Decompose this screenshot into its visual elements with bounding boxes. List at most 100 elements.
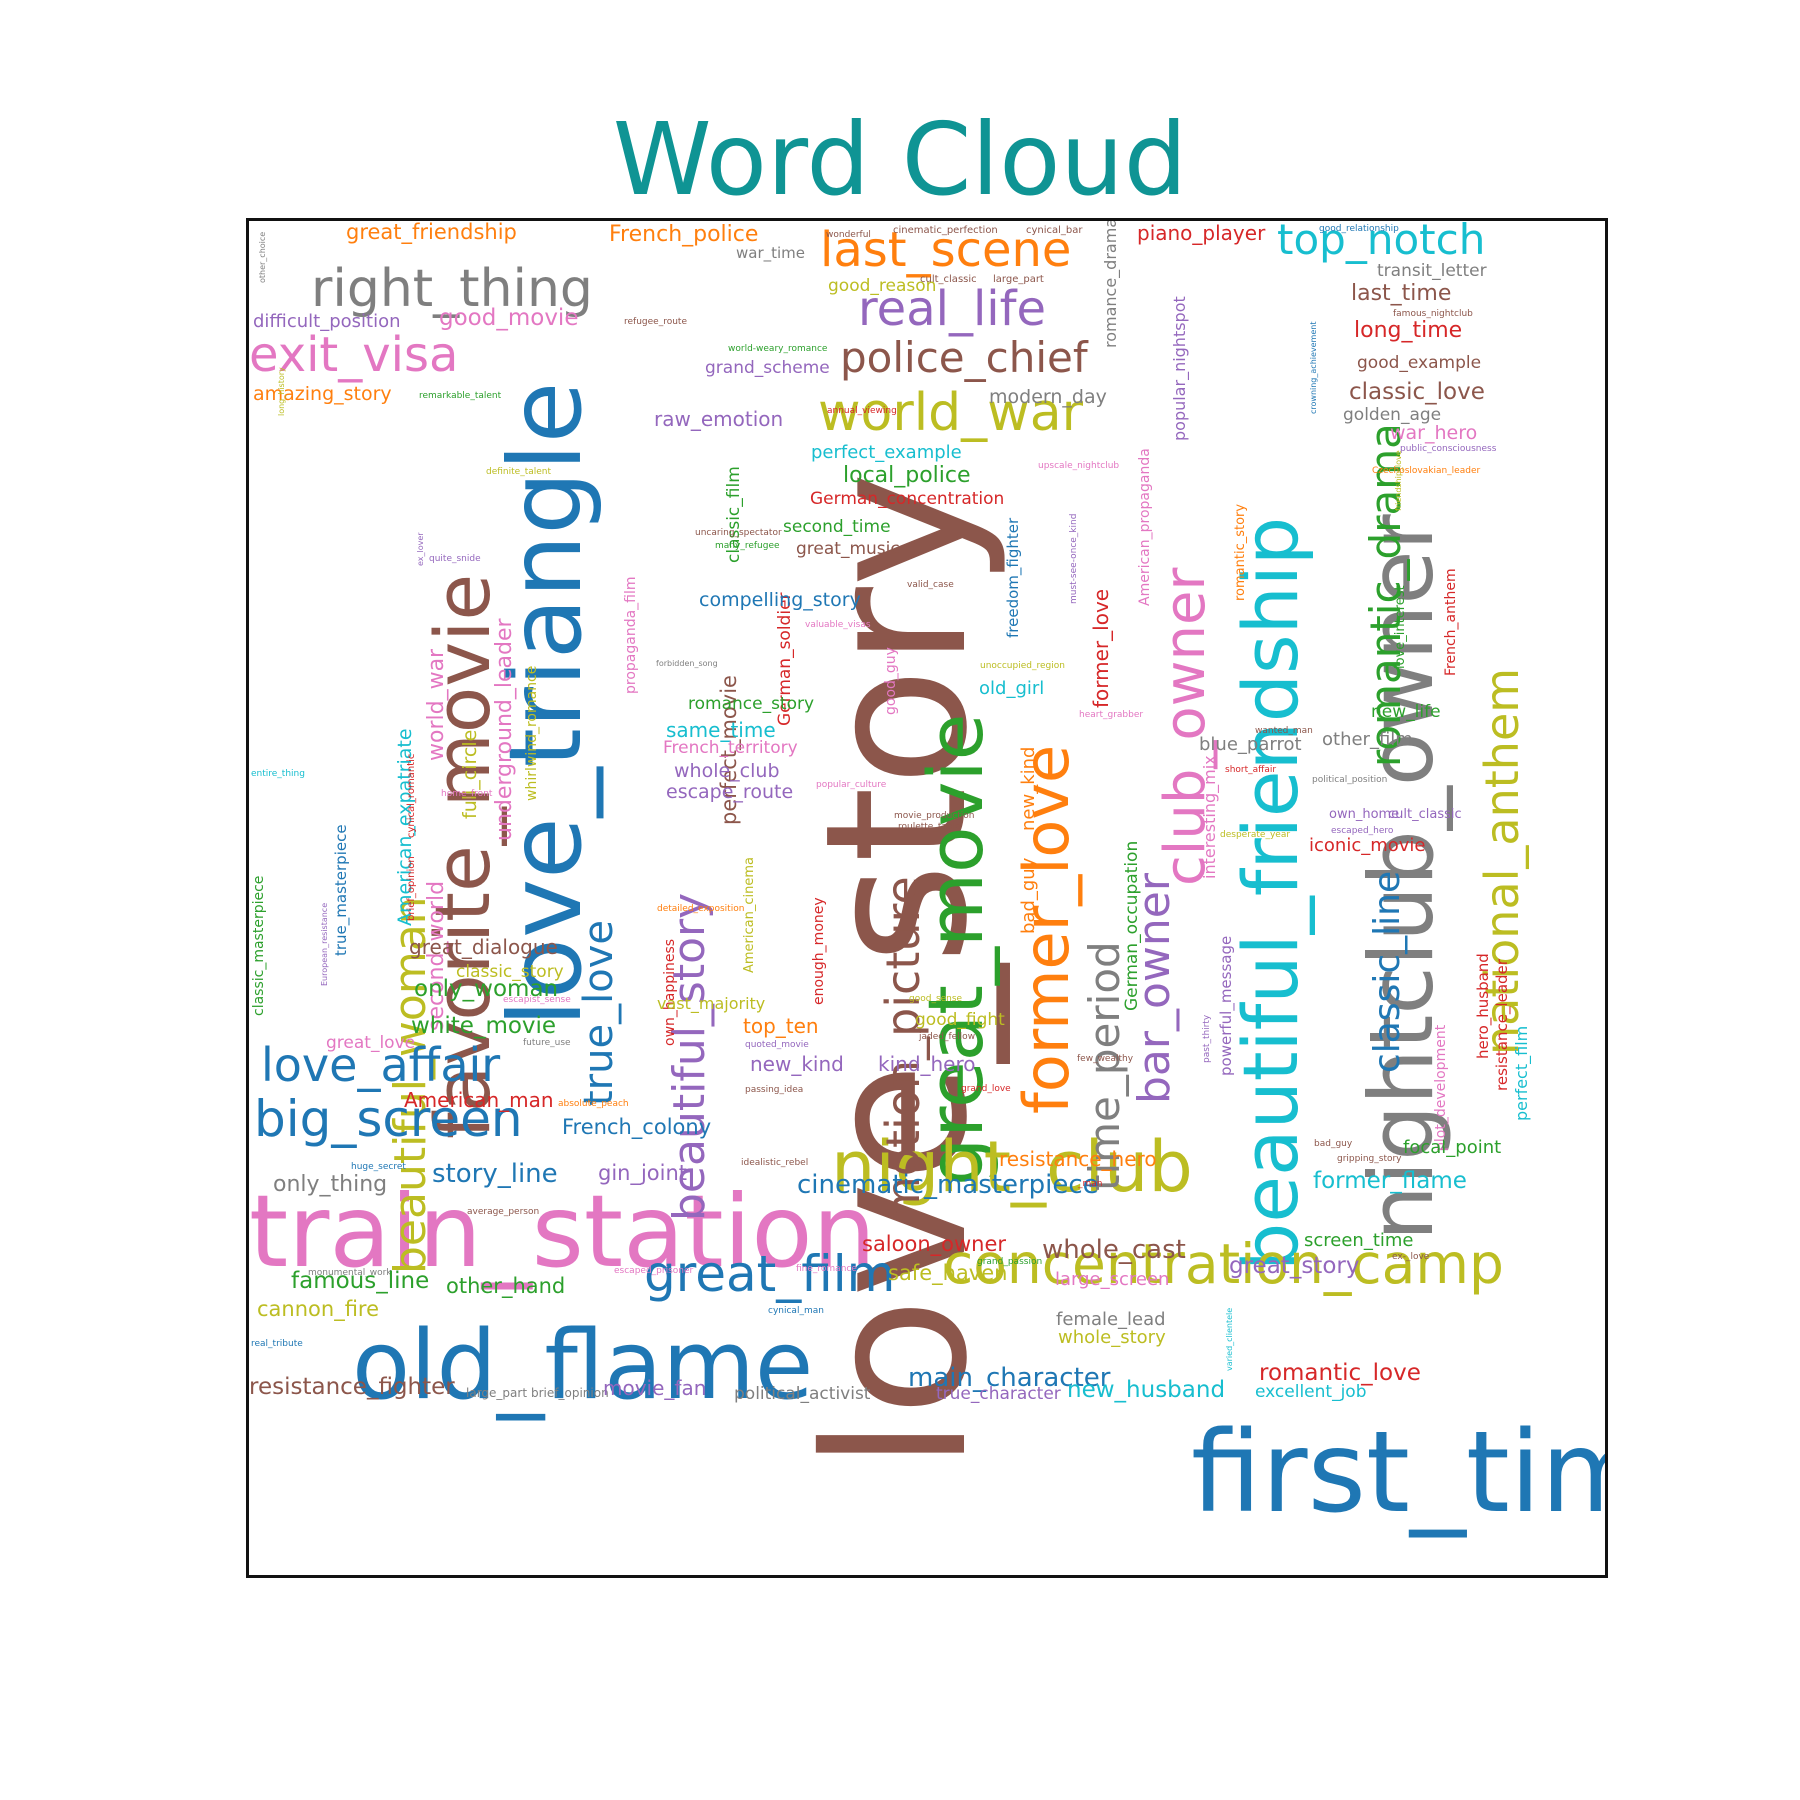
word-156: cynical_romantic: [406, 754, 417, 838]
word-118: friendship_love: [1394, 450, 1403, 511]
word-25: exit_visa: [249, 327, 458, 383]
word-44: great_friendship: [346, 221, 517, 245]
word-139: white_movie: [411, 1013, 556, 1039]
word-67: crowning_achievement: [1309, 322, 1318, 414]
word-150: good_fight: [915, 1010, 1005, 1030]
word-27: time_period: [1080, 941, 1129, 1191]
word-41: perfect_movie: [717, 675, 742, 825]
word-73: modern_day: [989, 386, 1107, 408]
word-75: remarkable_talent: [419, 391, 502, 401]
word-196: brief_opinion: [531, 1386, 609, 1400]
word-199: true_character: [936, 1384, 1061, 1404]
word-56: good_example: [1357, 353, 1481, 373]
word-26: bar_owner: [1129, 872, 1180, 1104]
word-69: good_movie: [439, 305, 578, 331]
word-82: American_propaganda: [1137, 448, 1153, 606]
word-141: vast_majority: [657, 994, 765, 1014]
word-55: long_time: [1354, 318, 1462, 343]
word-198: political_activist: [734, 1384, 871, 1404]
word-90: former_love: [1089, 589, 1113, 708]
word-169: gin_joint: [598, 1161, 687, 1186]
word-145: top_ten: [743, 1014, 819, 1038]
word-68: difficult_position: [253, 311, 401, 332]
word-168: story_line: [432, 1159, 558, 1189]
word-179: ex-_love: [1392, 1252, 1430, 1262]
word-147: new_kind: [750, 1052, 844, 1076]
word-123: iconic_movie: [1309, 835, 1426, 856]
word-172: only_thing: [273, 1172, 387, 1197]
word-20: real_life: [858, 281, 1046, 337]
word-48: cinematic_perfection: [893, 225, 998, 236]
word-22: great_film: [644, 1245, 895, 1303]
word-51: good_relationship: [1319, 224, 1399, 234]
word-111: other_film: [1322, 729, 1413, 750]
word-124: desperate_year: [1220, 830, 1290, 840]
word-54: famous_nightclub: [1393, 309, 1473, 319]
word-115: political_position: [1312, 775, 1387, 785]
word-173: _man: [1077, 1179, 1103, 1189]
word-12: night_club: [831, 1126, 1193, 1208]
word-95: propaganda_film: [623, 576, 639, 694]
word-192: varied_clientele: [1225, 1308, 1234, 1371]
word-161: escapist_sense: [503, 995, 571, 1005]
word-3: train_station: [249, 1173, 876, 1290]
word-60: public_consciousness: [1400, 444, 1497, 454]
word-43: classic_film: [724, 466, 744, 563]
word-140: own_happiness: [662, 939, 678, 1046]
word-144: detailed_exposition: [657, 904, 744, 914]
word-105: new_kind: [1018, 747, 1039, 831]
word-97: unoccupied_region: [980, 661, 1065, 671]
word-149: good_sense: [909, 994, 963, 1004]
word-205: definite_talent: [486, 467, 551, 477]
word-29: classic_line: [1367, 871, 1408, 1073]
word-58: golden_age: [1343, 405, 1441, 425]
word-129: resistance_leader: [1493, 958, 1512, 1091]
word-130: perfect_film: [1512, 1026, 1532, 1121]
word-188: cannon_fire: [257, 1297, 379, 1322]
word-99: romance_story: [688, 694, 814, 714]
word-28: romantic_drama: [1361, 423, 1410, 767]
word-109: roulette_table: [898, 822, 961, 832]
word-57: classic_love: [1349, 379, 1485, 405]
word-33: cinematic_masterpiece: [797, 1170, 1099, 1200]
word-119: interesting_mix: [1200, 755, 1220, 879]
word-195: large_part: [466, 1386, 527, 1400]
word-155: brief_opinion: [406, 856, 417, 921]
word-120: own_home: [1329, 807, 1399, 822]
word-cloud-frame: love_story first_time train_station old_fla…: [246, 218, 1608, 1578]
word-89: must-see-once_kind: [1069, 514, 1079, 604]
word-93: valuable_visas: [805, 620, 871, 630]
word-174: average_person: [467, 1207, 539, 1217]
word-100: same_time: [666, 718, 776, 742]
word-121: cult_classic: [1388, 807, 1462, 822]
word-203: other_choice: [258, 232, 267, 283]
word-76: raw_emotion: [654, 407, 783, 431]
word-71: world-weary_romance: [728, 344, 828, 354]
word-24: love_affair: [261, 1038, 500, 1092]
word-116: love_interest: [1393, 585, 1408, 669]
word-74: amazing_story: [253, 383, 392, 405]
word-136: great_dialogue: [409, 935, 558, 959]
word-39: American_expatriate: [394, 728, 416, 926]
word-165: absolute_peach: [558, 1099, 629, 1109]
word-21: world_war: [818, 383, 1084, 443]
word-125: German_occupation: [1122, 841, 1142, 1011]
word-79: local_police: [843, 463, 971, 488]
word-38: whirlwind_romance: [524, 666, 540, 801]
word-186: famous_line: [291, 1268, 429, 1294]
word-92: valid_case: [907, 580, 954, 590]
word-1: love_story: [783, 472, 1010, 1471]
word-102: whole_club: [674, 760, 780, 782]
word-47: wonderful: [826, 230, 871, 240]
word-151: jaded_fellow: [918, 1032, 975, 1042]
word-6: nightclub_owner: [1350, 513, 1453, 1241]
word-35: second_world: [424, 881, 449, 1031]
word-87: many_refugee: [715, 541, 780, 551]
word-137: classic_story: [456, 962, 564, 982]
word-170: idealistic_rebel: [741, 1158, 808, 1168]
word-167: resistance_hero: [999, 1147, 1157, 1171]
word-107: popular_culture: [816, 780, 887, 790]
word-108: movie_production: [894, 811, 974, 821]
word-9: great_movie: [911, 714, 1000, 1186]
word-166: French_colony: [562, 1115, 711, 1140]
